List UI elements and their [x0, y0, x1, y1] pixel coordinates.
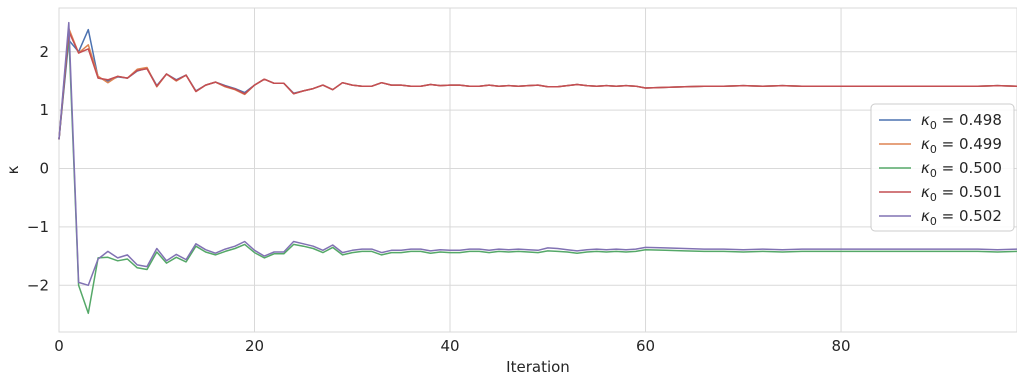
- series-line-4: [58, 21, 1017, 287]
- x-tick-label: 40: [440, 337, 459, 355]
- legend-label: κ0 = 0.501: [921, 183, 1002, 204]
- x-tick-label: 60: [636, 337, 655, 355]
- y-tick-label: 1: [39, 101, 49, 119]
- legend-label: κ0 = 0.499: [921, 135, 1002, 156]
- series-lines: [58, 21, 1017, 315]
- y-axis-label: κ: [4, 165, 22, 174]
- legend-box: [870, 103, 1015, 232]
- series-line-3: [58, 30, 1017, 140]
- y-tick-label: 2: [39, 43, 49, 61]
- x-tick-label: 0: [54, 337, 64, 355]
- x-tick-label: 20: [245, 337, 264, 355]
- legend-label: κ0 = 0.498: [921, 111, 1002, 132]
- series-line-2: [58, 33, 1017, 315]
- x-tick-label: 80: [831, 337, 850, 355]
- grid: [58, 7, 1017, 333]
- y-tick-label: 0: [39, 160, 49, 178]
- tick-labels: 0 20 40 60 80 −2 −1 0 1 2: [27, 43, 851, 355]
- legend-label: κ0 = 0.502: [921, 207, 1002, 228]
- x-axis-label: Iteration: [506, 358, 570, 376]
- legend-label: κ0 = 0.500: [921, 159, 1002, 180]
- y-tick-label: −2: [27, 276, 49, 294]
- y-tick-label: −1: [27, 218, 49, 236]
- legend: κ0 = 0.498 κ0 = 0.499 κ0 = 0.500 κ0 = 0.501…: [870, 103, 1015, 232]
